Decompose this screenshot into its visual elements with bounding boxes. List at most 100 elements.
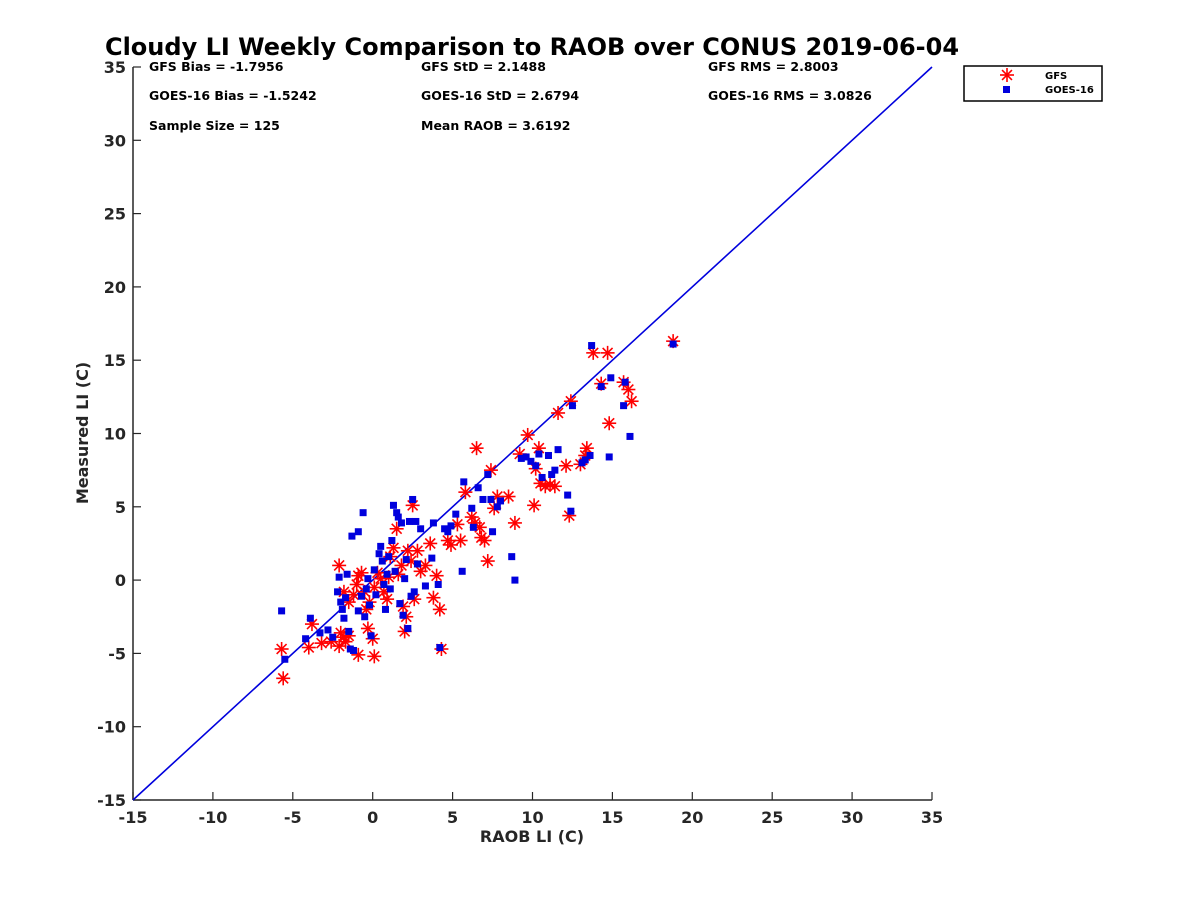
goes-16-point — [386, 585, 394, 593]
x-tick-label: 25 — [761, 808, 783, 827]
y-tick-label: 35 — [104, 58, 126, 77]
goes-16-point — [522, 453, 530, 461]
goes-16-point — [316, 629, 324, 637]
goes-16-point — [474, 484, 482, 492]
y-tick-label: 25 — [104, 205, 126, 224]
goes-16-point — [306, 614, 314, 622]
goes-16-point — [340, 614, 348, 622]
x-tick-label: 30 — [841, 808, 863, 827]
goes-16-point — [412, 517, 420, 525]
goes-16-point — [532, 462, 540, 470]
goes-16-point — [402, 556, 410, 564]
goes-16-point — [444, 528, 452, 536]
goes-16-point — [468, 504, 476, 512]
goes-16-point — [484, 471, 492, 479]
goes-16-point — [460, 478, 468, 486]
gfs-point — [380, 592, 395, 607]
goes-16-point — [458, 567, 466, 575]
x-tick-label: 15 — [601, 808, 623, 827]
goes-16-point — [377, 542, 385, 550]
goes-16-point — [372, 591, 380, 599]
goes-16-point — [370, 566, 378, 574]
y-tick-label: 0 — [115, 571, 126, 590]
goes-16-point — [487, 495, 495, 503]
gfs-point — [458, 485, 473, 500]
gfs-point — [600, 345, 615, 360]
y-tick-label: -15 — [97, 791, 126, 810]
goes-16-point — [334, 588, 342, 596]
legend: GFS GOES-16 — [963, 65, 1103, 102]
goes-16-point — [399, 611, 407, 619]
goes-16-point — [479, 495, 487, 503]
goes-16-point — [554, 446, 562, 454]
goes-16-point — [508, 553, 516, 561]
x-tick-label: 35 — [921, 808, 943, 827]
goes-16-point — [366, 601, 374, 609]
y-tick-label: 30 — [104, 131, 126, 150]
stat-gfs-rms: GFS RMS = 2.8003 — [708, 59, 839, 74]
y-tick-label: 15 — [104, 351, 126, 370]
stat-gfs-bias: GFS Bias = -1.7956 — [149, 59, 284, 74]
goes-16-point — [413, 560, 421, 568]
gfs-point — [547, 479, 562, 494]
goes-16-point — [605, 453, 613, 461]
stat-gfs-std: GFS StD = 2.1488 — [421, 59, 546, 74]
gfs-point — [301, 640, 316, 655]
goes-16-point — [381, 605, 389, 613]
gfs-point — [559, 458, 574, 473]
gfs-point — [432, 602, 447, 617]
data-markers — [274, 334, 681, 686]
gfs-point — [520, 427, 535, 442]
goes-16-point — [497, 497, 505, 505]
goes-16-point — [567, 507, 575, 515]
gfs-point — [276, 671, 291, 686]
goes-16-point — [362, 585, 370, 593]
goes-16-point — [354, 607, 362, 615]
x-tick-label: 0 — [367, 808, 378, 827]
goes-16-point — [544, 451, 552, 459]
goes-16-point — [551, 466, 559, 474]
goes-16-point — [434, 580, 442, 588]
goes-16-point — [342, 594, 350, 602]
gfs-point — [453, 533, 468, 548]
goes-16-point — [421, 582, 429, 590]
goes-16-point — [452, 510, 460, 518]
goes-16-point — [620, 402, 628, 410]
goes-16-point — [393, 509, 401, 517]
gfs-point — [426, 590, 441, 605]
goes-16-point — [345, 627, 353, 635]
y-axis-label: Measured LI (C) — [73, 362, 92, 504]
goes-16-point — [527, 457, 535, 465]
goes-16-point — [364, 575, 372, 583]
goes-16-point — [410, 588, 418, 596]
gfs-point — [469, 441, 484, 456]
goes-16-point — [436, 644, 444, 652]
gfs-point — [624, 394, 639, 409]
gfs-point — [332, 639, 347, 654]
gfs-point — [501, 489, 516, 504]
stat-sample-size: Sample Size = 125 — [149, 118, 280, 133]
goes-16-point — [378, 557, 386, 565]
goes-16-point — [367, 632, 375, 640]
goes-16-point — [417, 525, 425, 533]
stat-goes-rms: GOES-16 RMS = 3.0826 — [708, 88, 872, 103]
gfs-point — [477, 533, 492, 548]
goes-16-point — [329, 633, 337, 641]
x-tick-label: -5 — [284, 808, 302, 827]
goes-16-point — [597, 383, 605, 391]
goes-16-point — [428, 554, 436, 562]
goes-16-point — [405, 517, 413, 525]
goes-16-point — [511, 576, 519, 584]
goes-16-point — [397, 519, 405, 527]
goes-16-point — [394, 513, 402, 521]
goes-16-point — [281, 655, 289, 663]
goes-16-point — [489, 528, 497, 536]
goes-16-point — [338, 605, 346, 613]
goes-16-point — [324, 626, 332, 634]
gfs-point — [274, 642, 289, 657]
gfs-point — [551, 405, 566, 420]
goes-16-point — [568, 402, 576, 410]
y-tick-label: -5 — [108, 644, 126, 663]
goes-16-point — [469, 523, 477, 531]
